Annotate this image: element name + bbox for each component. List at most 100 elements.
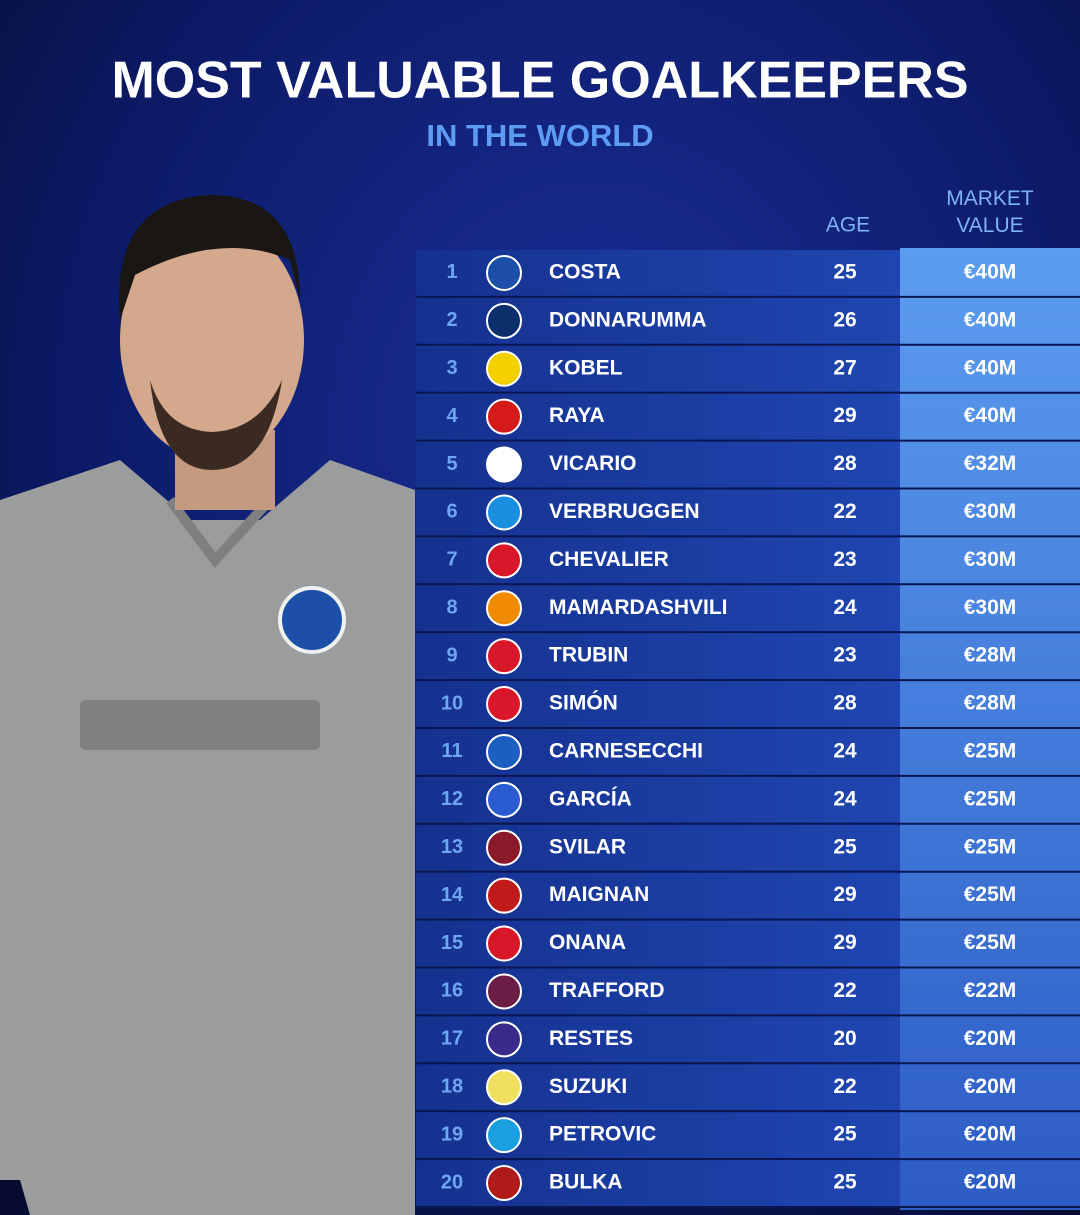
rank: 12: [441, 788, 463, 810]
table-row: 11 CARNESECCHI 24 €25M: [416, 729, 1080, 777]
rank: 11: [441, 740, 462, 762]
player-name: ONANA: [549, 931, 626, 954]
club-logo: [486, 829, 522, 866]
table-row: 2 DONNARUMMA 26 €40M: [416, 297, 1080, 346]
rank: 18: [441, 1076, 463, 1098]
club-logo: [486, 590, 522, 627]
age: 22: [833, 979, 856, 1002]
table-row: 1 COSTA 25 €40M: [416, 250, 1080, 298]
club-logo: [486, 781, 522, 818]
market-value: €20M: [964, 1027, 1017, 1050]
club-logo: [486, 302, 522, 339]
market-value: €20M: [964, 1171, 1017, 1194]
player-name: GARCÍA: [549, 787, 632, 810]
table-row: 3 KOBEL 27 €40M: [416, 345, 1080, 394]
player-name: RESTES: [549, 1027, 633, 1050]
club-logo: [486, 973, 522, 1010]
player-name: CARNESECCHI: [549, 739, 703, 762]
rank: 4: [446, 405, 458, 427]
table-row: 13 SVILAR 25 €25M: [416, 824, 1080, 873]
club-logo: [486, 1021, 522, 1058]
table-row: 4 RAYA 29 €40M: [416, 393, 1080, 442]
player-name: MAIGNAN: [549, 883, 649, 906]
club-logo: [486, 733, 522, 770]
age: 22: [833, 1075, 856, 1098]
club-logo: [486, 638, 522, 675]
market-value: €20M: [964, 1075, 1017, 1098]
rank: 8: [446, 597, 457, 619]
club-logo: [486, 686, 522, 723]
market-value: €25M: [964, 739, 1017, 762]
age: 29: [833, 883, 856, 906]
market-value: €40M: [964, 308, 1017, 331]
age: 23: [833, 644, 856, 667]
player-name: VERBRUGGEN: [549, 500, 700, 523]
rank: 15: [441, 932, 463, 954]
table-row: 12 GARCÍA 24 €25M: [416, 776, 1080, 825]
table-row: 5 VICARIO 28 €32M: [416, 441, 1080, 490]
age: 23: [833, 548, 856, 571]
age: 25: [833, 260, 857, 283]
market-value: €30M: [964, 500, 1017, 523]
market-value: €30M: [964, 548, 1017, 571]
table-row: 17 RESTES 20 €20M: [416, 1016, 1080, 1065]
club-logo: [486, 542, 522, 579]
table-row: 20 BULKA 25 €20M: [416, 1160, 1080, 1208]
player-name: SUZUKI: [549, 1075, 627, 1098]
market-value: €40M: [964, 356, 1017, 379]
table-row: 8 MAMARDASHVILI 24 €30M: [416, 585, 1080, 634]
table-row: 19 PETROVIC 25 €20M: [416, 1112, 1080, 1161]
table-row: 10 SIMÓN 28 €28M: [416, 681, 1080, 729]
player-name: COSTA: [549, 260, 621, 283]
age: 22: [833, 500, 856, 523]
rank: 9: [446, 644, 457, 666]
table-row: 14 MAIGNAN 29 €25M: [416, 872, 1080, 921]
club-logo: [486, 254, 522, 291]
market-value: €32M: [964, 452, 1017, 475]
market-value: €40M: [964, 260, 1017, 283]
age: 25: [833, 1171, 857, 1194]
club-logo: [486, 1117, 522, 1154]
age: 24: [833, 739, 857, 762]
market-value: €20M: [964, 1123, 1017, 1146]
player-name: MAMARDASHVILI: [549, 596, 728, 619]
table-row: 16 TRAFFORD 22 €22M: [416, 968, 1080, 1017]
club-logo: [486, 446, 522, 483]
club-logo: [486, 398, 522, 435]
age: 27: [833, 356, 856, 379]
player-name: VICARIO: [549, 452, 637, 475]
age: 25: [833, 835, 857, 858]
value-header: MARKET VALUE: [946, 187, 1034, 237]
market-value: €25M: [964, 931, 1017, 954]
age-header: AGE: [826, 214, 870, 237]
club-logo: [486, 925, 522, 962]
market-value: €30M: [964, 596, 1017, 619]
player-name: TRUBIN: [549, 644, 628, 667]
age: 29: [833, 404, 856, 427]
market-value: €25M: [964, 883, 1017, 906]
player-name: PETROVIC: [549, 1123, 656, 1146]
rank: 3: [446, 357, 457, 379]
player-name: SIMÓN: [549, 691, 618, 715]
player-name: BULKA: [549, 1171, 623, 1194]
age: 24: [833, 787, 857, 810]
player-name: CHEVALIER: [549, 548, 669, 571]
age: 24: [833, 596, 857, 619]
age: 28: [833, 692, 857, 715]
player-name: DONNARUMMA: [549, 308, 706, 331]
market-value: €22M: [964, 979, 1017, 1002]
market-value: €25M: [964, 787, 1017, 810]
age: 26: [833, 308, 856, 331]
club-logo: [486, 350, 522, 387]
age: 20: [833, 1027, 856, 1050]
rank: 16: [441, 980, 463, 1002]
rank: 13: [441, 836, 463, 858]
rank: 10: [441, 692, 463, 714]
market-value: €40M: [964, 404, 1017, 427]
player-name: KOBEL: [549, 356, 623, 379]
rank: 19: [441, 1123, 463, 1145]
market-value: €28M: [964, 644, 1017, 667]
table-row: 6 VERBRUGGEN 22 €30M: [416, 489, 1080, 538]
table-row: 7 CHEVALIER 23 €30M: [416, 537, 1080, 586]
rank: 7: [446, 549, 457, 571]
